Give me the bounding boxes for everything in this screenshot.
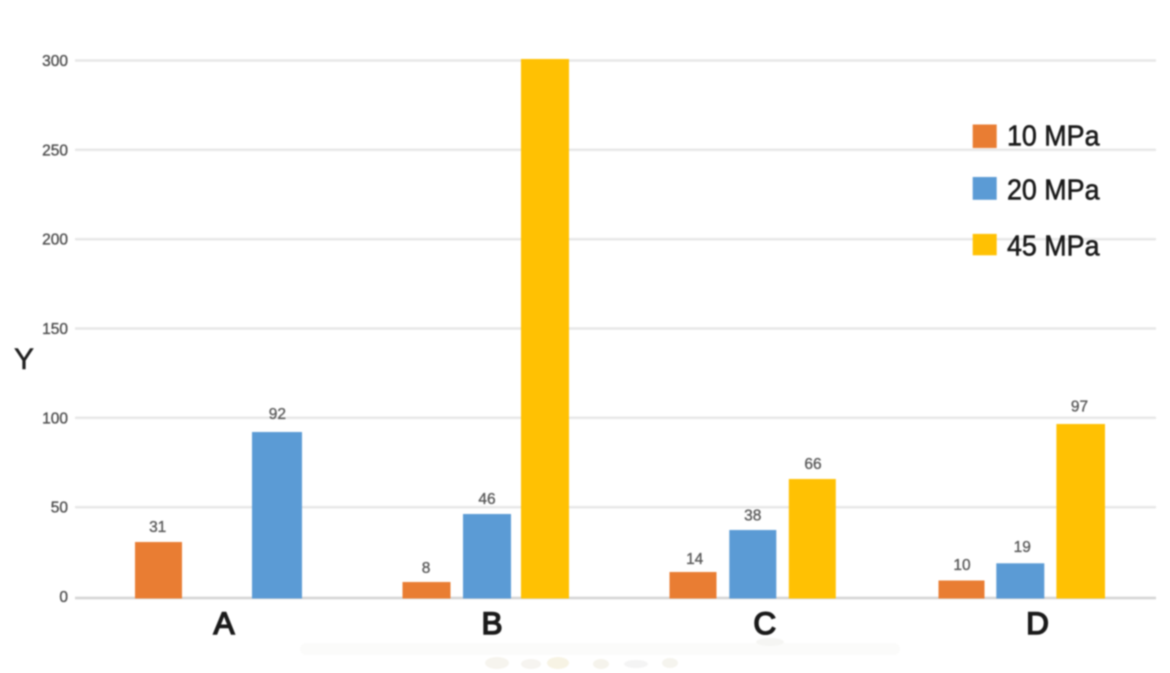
svg-text:300: 300	[42, 53, 68, 70]
svg-text:20 MPa: 20 MPa	[1007, 174, 1100, 206]
svg-text:92: 92	[269, 406, 286, 423]
svg-text:97: 97	[1071, 399, 1088, 416]
svg-text:100: 100	[42, 410, 68, 427]
svg-text:A: A	[213, 605, 234, 641]
svg-text:0: 0	[59, 589, 68, 606]
svg-text:C: C	[753, 605, 776, 641]
svg-text:10: 10	[953, 557, 971, 574]
svg-text:66: 66	[804, 456, 821, 473]
svg-text:19: 19	[1014, 539, 1031, 556]
svg-text:14: 14	[686, 551, 704, 568]
svg-text:250: 250	[42, 142, 68, 159]
svg-text:31: 31	[149, 519, 166, 536]
svg-text:50: 50	[51, 500, 69, 517]
svg-text:D: D	[1026, 605, 1049, 641]
svg-text:8: 8	[422, 560, 431, 577]
svg-text:46: 46	[478, 491, 495, 508]
svg-text:Y: Y	[14, 343, 34, 376]
svg-text:45 MPa: 45 MPa	[1007, 231, 1100, 263]
svg-text:10 MPa: 10 MPa	[1007, 120, 1100, 152]
svg-text:38: 38	[744, 508, 761, 525]
svg-text:200: 200	[42, 232, 68, 249]
svg-text:150: 150	[42, 321, 68, 338]
svg-text:B: B	[481, 605, 502, 641]
